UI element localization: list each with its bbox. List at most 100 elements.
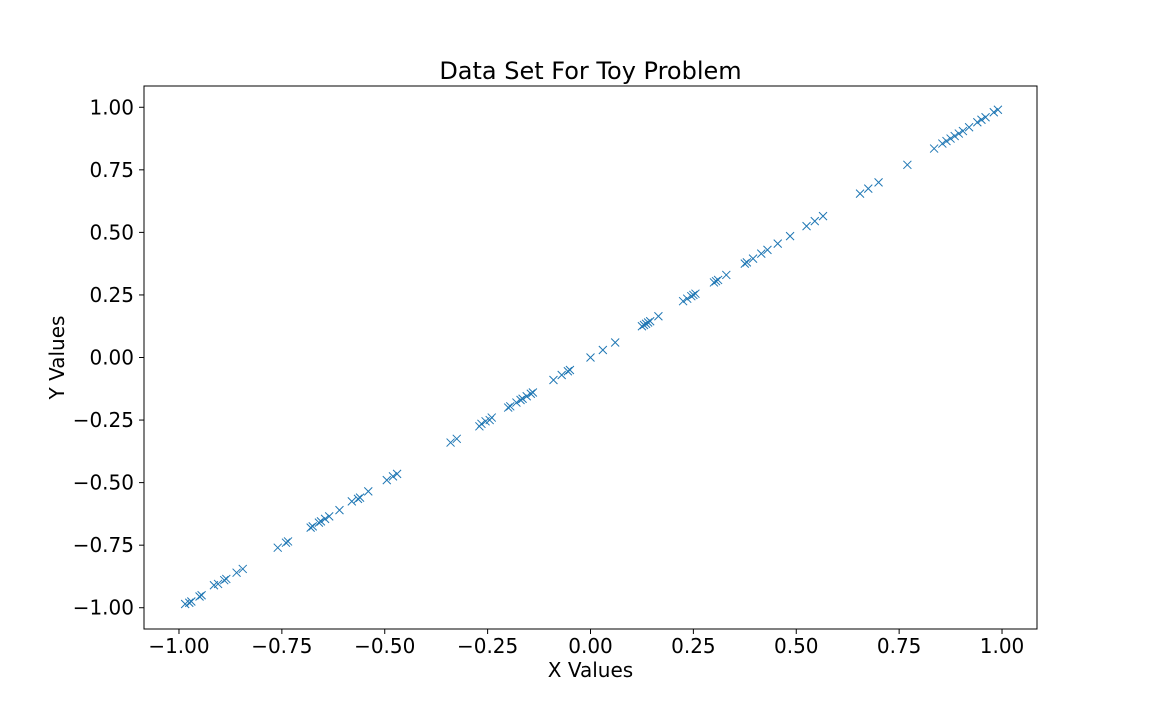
data-point	[186, 597, 196, 606]
data-point	[382, 475, 392, 485]
data-point	[964, 122, 974, 132]
data-point	[184, 598, 194, 608]
data-point	[528, 388, 538, 397]
x-tick-label: −0.75	[251, 634, 312, 658]
x-tick-label: 0.00	[568, 634, 613, 658]
data-point	[563, 366, 573, 376]
data-point	[981, 112, 990, 122]
data-point	[977, 115, 986, 125]
data-point	[742, 258, 752, 267]
data-point	[810, 216, 820, 226]
x-tick-label: −0.50	[354, 634, 415, 658]
data-point	[954, 129, 964, 138]
data-point	[219, 575, 229, 585]
data-point	[598, 345, 608, 355]
data-point	[221, 574, 231, 584]
data-point	[641, 319, 651, 329]
data-point	[946, 134, 955, 143]
data-point	[802, 221, 811, 231]
data-point	[197, 590, 206, 600]
data-point	[477, 419, 486, 429]
data-point	[709, 278, 719, 287]
data-point	[637, 321, 647, 331]
data-point	[516, 395, 525, 405]
data-point	[691, 289, 700, 299]
data-point	[756, 249, 766, 259]
y-tick-label: 0.75	[89, 158, 134, 182]
data-point	[392, 469, 402, 479]
data-point	[942, 136, 951, 146]
y-tick-label: 0.25	[89, 283, 134, 307]
data-point	[721, 270, 731, 280]
data-point	[678, 296, 688, 306]
data-point	[785, 231, 795, 241]
data-point	[763, 245, 772, 255]
data-point	[929, 144, 939, 153]
x-tick-label: 0.50	[774, 634, 819, 658]
data-point	[565, 365, 575, 375]
data-point	[195, 592, 204, 601]
data-point	[518, 394, 527, 404]
y-tick-label: −0.50	[73, 471, 134, 495]
data-point	[950, 131, 960, 141]
data-point	[316, 517, 326, 526]
x-axis-label: X Values	[548, 658, 633, 682]
x-tick-label: −1.00	[148, 634, 209, 658]
x-tick-label: 0.25	[671, 634, 716, 658]
data-point	[314, 518, 324, 528]
y-tick-label: −1.00	[73, 596, 134, 620]
data-point	[232, 568, 241, 578]
data-point	[937, 139, 947, 148]
y-tick-label: 0.50	[89, 220, 134, 244]
data-point	[645, 316, 655, 326]
y-tick-label: −0.25	[73, 408, 134, 432]
data-point	[557, 370, 567, 380]
y-axis-ticks: 1.00 0.75 0.50 0.25 0.00 −0.25 −0.50 −0.75 −1.00	[73, 95, 144, 620]
data-point	[740, 259, 750, 269]
data-point	[748, 254, 758, 264]
data-point	[308, 522, 318, 531]
data-point	[713, 275, 723, 285]
data-point	[958, 126, 968, 136]
data-point	[320, 514, 330, 524]
data-point	[874, 177, 883, 187]
data-point	[512, 398, 521, 407]
data-point	[993, 105, 1003, 115]
x-tick-label: −0.25	[457, 634, 518, 658]
data-point	[689, 290, 698, 300]
data-point	[903, 160, 912, 170]
y-tick-label: 0.00	[89, 346, 134, 370]
x-tick-label: 0.75	[877, 634, 922, 658]
data-point	[818, 211, 828, 221]
data-point	[549, 375, 558, 385]
data-point	[773, 239, 783, 248]
data-point	[586, 353, 595, 362]
data-point	[238, 564, 248, 574]
data-point	[522, 391, 532, 401]
data-point	[213, 579, 223, 589]
y-tick-label: 1.00	[89, 95, 134, 119]
data-point	[989, 107, 999, 117]
data-point	[855, 189, 865, 198]
data-point	[335, 505, 344, 515]
data-point	[355, 493, 365, 502]
data-point	[654, 311, 663, 321]
data-point	[306, 523, 316, 533]
data-point	[281, 538, 291, 548]
data-point	[347, 497, 357, 506]
x-tick-label: 1.00	[980, 634, 1025, 658]
data-point	[353, 494, 363, 504]
chart-title: Data Set For Toy Problem	[439, 57, 741, 85]
x-axis-ticks: −1.00 −0.75 −0.50 −0.25 0.00 0.25 0.50 0.75 1.00	[148, 629, 1024, 658]
data-point	[639, 320, 649, 330]
y-axis-label: Y Values	[45, 316, 69, 401]
data-point	[711, 276, 721, 286]
data-point	[487, 413, 497, 422]
data-point	[388, 472, 398, 481]
data-point	[863, 184, 873, 193]
data-point	[324, 512, 334, 521]
data-point	[452, 434, 462, 444]
data-point	[273, 543, 283, 553]
